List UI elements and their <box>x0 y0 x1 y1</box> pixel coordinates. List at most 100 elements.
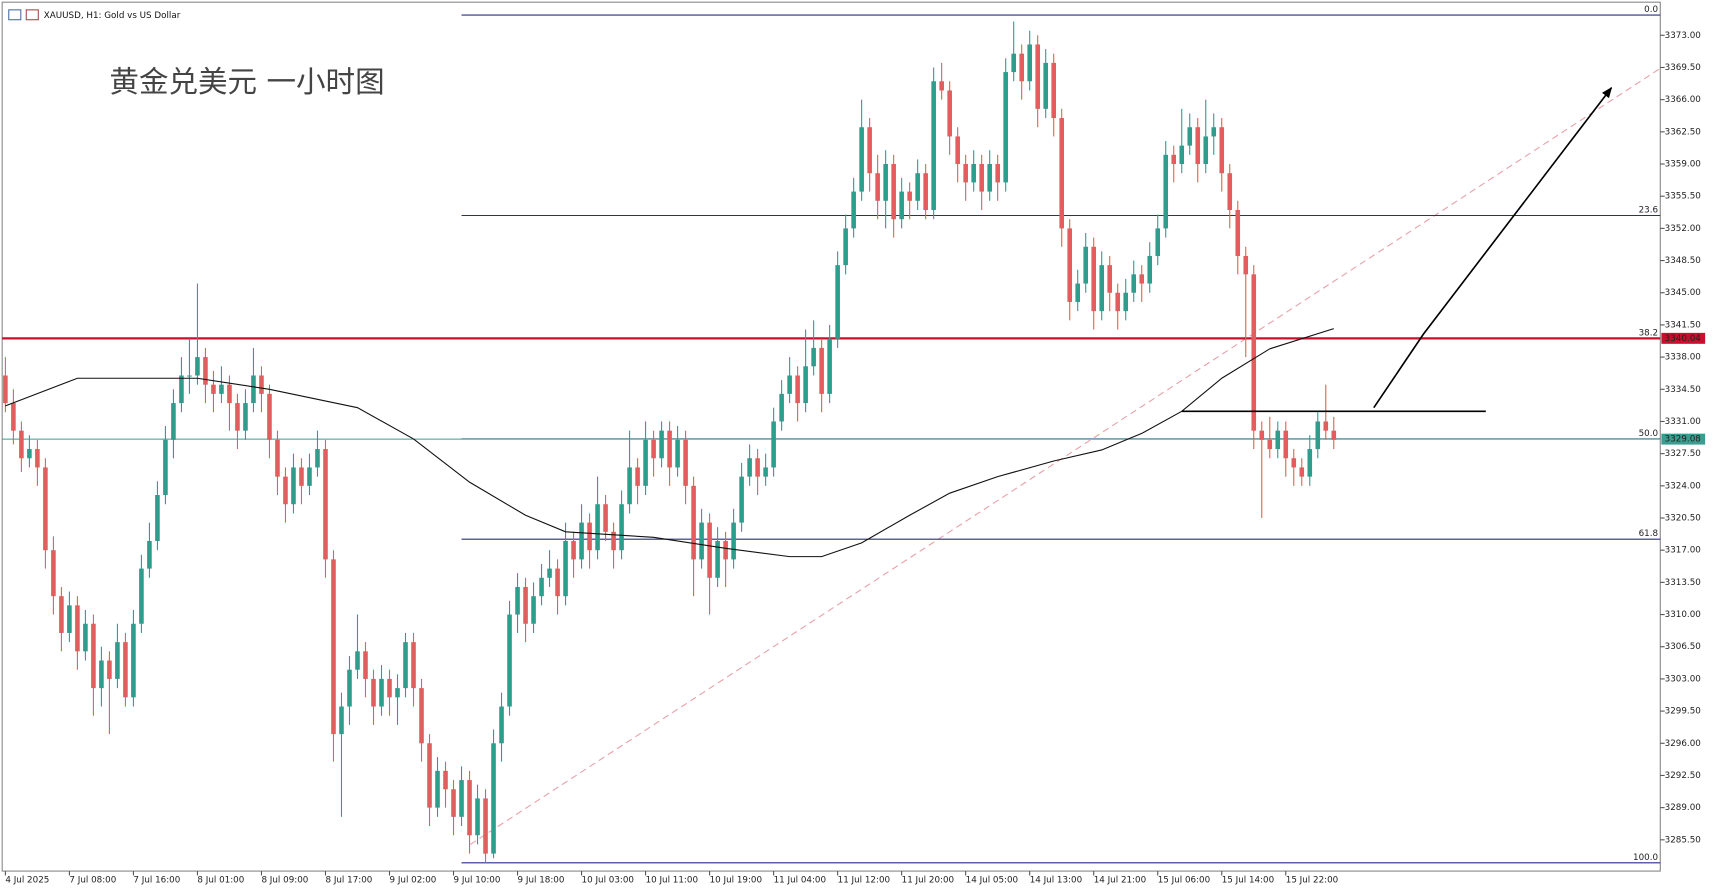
candle-body <box>267 393 272 440</box>
candle-body <box>3 375 8 404</box>
candle-body <box>707 522 712 578</box>
x-tick-label: 15 Jul 22:00 <box>1286 875 1338 885</box>
candle-body <box>491 743 496 854</box>
x-tick-label: 7 Jul 16:00 <box>133 875 180 885</box>
arrow <box>1373 86 1613 409</box>
x-tick-label: 11 Jul 04:00 <box>774 875 826 885</box>
fib-label: 38.2 <box>1639 329 1658 339</box>
candle-body <box>1291 458 1297 468</box>
x-tick-label: 4 Jul 2025 <box>5 875 49 885</box>
candle-body <box>395 688 400 698</box>
x-tick-label: 10 Jul 03:00 <box>582 875 634 885</box>
candle-body <box>803 366 808 404</box>
candle-body <box>779 393 784 422</box>
candle-body <box>131 623 136 698</box>
candle-body <box>835 265 840 339</box>
candle-body <box>427 743 432 808</box>
candle-body <box>883 164 888 201</box>
x-tick-label: 15 Jul 14:00 <box>1222 875 1274 885</box>
candle-body <box>667 430 672 468</box>
candle-body <box>1259 430 1265 440</box>
candle-body <box>931 81 936 210</box>
candle-body <box>195 357 200 376</box>
candle-body <box>747 458 752 477</box>
price-box <box>1661 433 1706 445</box>
candle-body <box>675 439 680 468</box>
candle-body <box>139 568 144 624</box>
candle-body <box>1187 127 1193 146</box>
y-tick-label: 3310.00 <box>1665 610 1701 620</box>
candle-body <box>851 191 856 229</box>
candle-body <box>1107 265 1113 293</box>
candle-body <box>739 476 744 523</box>
candle-body <box>859 127 864 192</box>
price-label: 3340.04 <box>1665 334 1702 344</box>
candle-body <box>643 439 648 486</box>
candle-body <box>83 623 88 652</box>
candle-body <box>91 623 96 689</box>
candle-body <box>307 467 312 486</box>
candle-body <box>99 660 104 689</box>
candle-body <box>339 706 344 735</box>
moving-average <box>5 328 1334 558</box>
y-tick-label: 3299.50 <box>1665 707 1701 717</box>
candle-body <box>827 338 832 394</box>
candle-body <box>1131 274 1137 293</box>
candle-body <box>1219 127 1225 174</box>
candle-body <box>571 540 576 560</box>
candle-body <box>1075 283 1081 302</box>
candle-body <box>963 164 968 183</box>
x-tick-label: 9 Jul 02:00 <box>390 875 437 885</box>
candle-body <box>539 577 544 597</box>
x-tick-label: 9 Jul 18:00 <box>518 875 565 885</box>
candle-body <box>1027 44 1032 82</box>
candle-body <box>795 375 800 404</box>
y-tick-label: 3303.00 <box>1665 674 1701 684</box>
candle-body <box>371 678 376 707</box>
candle-body <box>811 347 816 367</box>
x-tick-label: 10 Jul 19:00 <box>710 875 762 885</box>
candle-body <box>147 540 152 569</box>
candle-body <box>1011 53 1016 73</box>
icon <box>8 9 22 21</box>
candle-body <box>691 485 696 560</box>
x-tick-label: 9 Jul 10:00 <box>454 875 501 885</box>
candle-body <box>1235 209 1241 256</box>
candle-body <box>579 522 584 560</box>
candle-body <box>1083 246 1089 284</box>
candle-body <box>1267 439 1273 450</box>
x-tick-label: 8 Jul 09:00 <box>261 875 308 885</box>
candle-body <box>403 642 408 689</box>
candle-body <box>259 375 264 394</box>
candle-body <box>995 164 1000 183</box>
candle-body <box>907 191 912 201</box>
candle-body <box>467 780 472 836</box>
fib-label: 61.8 <box>1639 529 1658 539</box>
candle-body <box>867 127 872 174</box>
y-tick-label: 3362.50 <box>1665 127 1701 137</box>
candle-body <box>1299 467 1305 477</box>
candle-body <box>1203 136 1209 165</box>
candle-body <box>587 522 592 551</box>
candle-body <box>659 430 664 459</box>
candle-body <box>1091 246 1097 312</box>
candle-body <box>899 191 904 220</box>
candle-body <box>723 540 728 560</box>
candle-body <box>419 688 424 744</box>
candle-body <box>379 678 384 707</box>
candle-body <box>219 384 224 394</box>
candle-body <box>651 439 656 459</box>
candle-body <box>475 798 480 836</box>
candle-body <box>971 164 976 183</box>
candle-body <box>547 568 552 578</box>
candle-body <box>1123 292 1129 312</box>
candle-body <box>1019 53 1024 82</box>
candle-body <box>331 559 336 735</box>
candle-body <box>27 449 32 459</box>
candle-body <box>1099 265 1105 312</box>
candle-body <box>155 495 160 541</box>
candle-body <box>1315 421 1321 450</box>
y-tick-label: 3345.00 <box>1665 288 1701 298</box>
y-tick-label: 3334.50 <box>1665 385 1701 395</box>
